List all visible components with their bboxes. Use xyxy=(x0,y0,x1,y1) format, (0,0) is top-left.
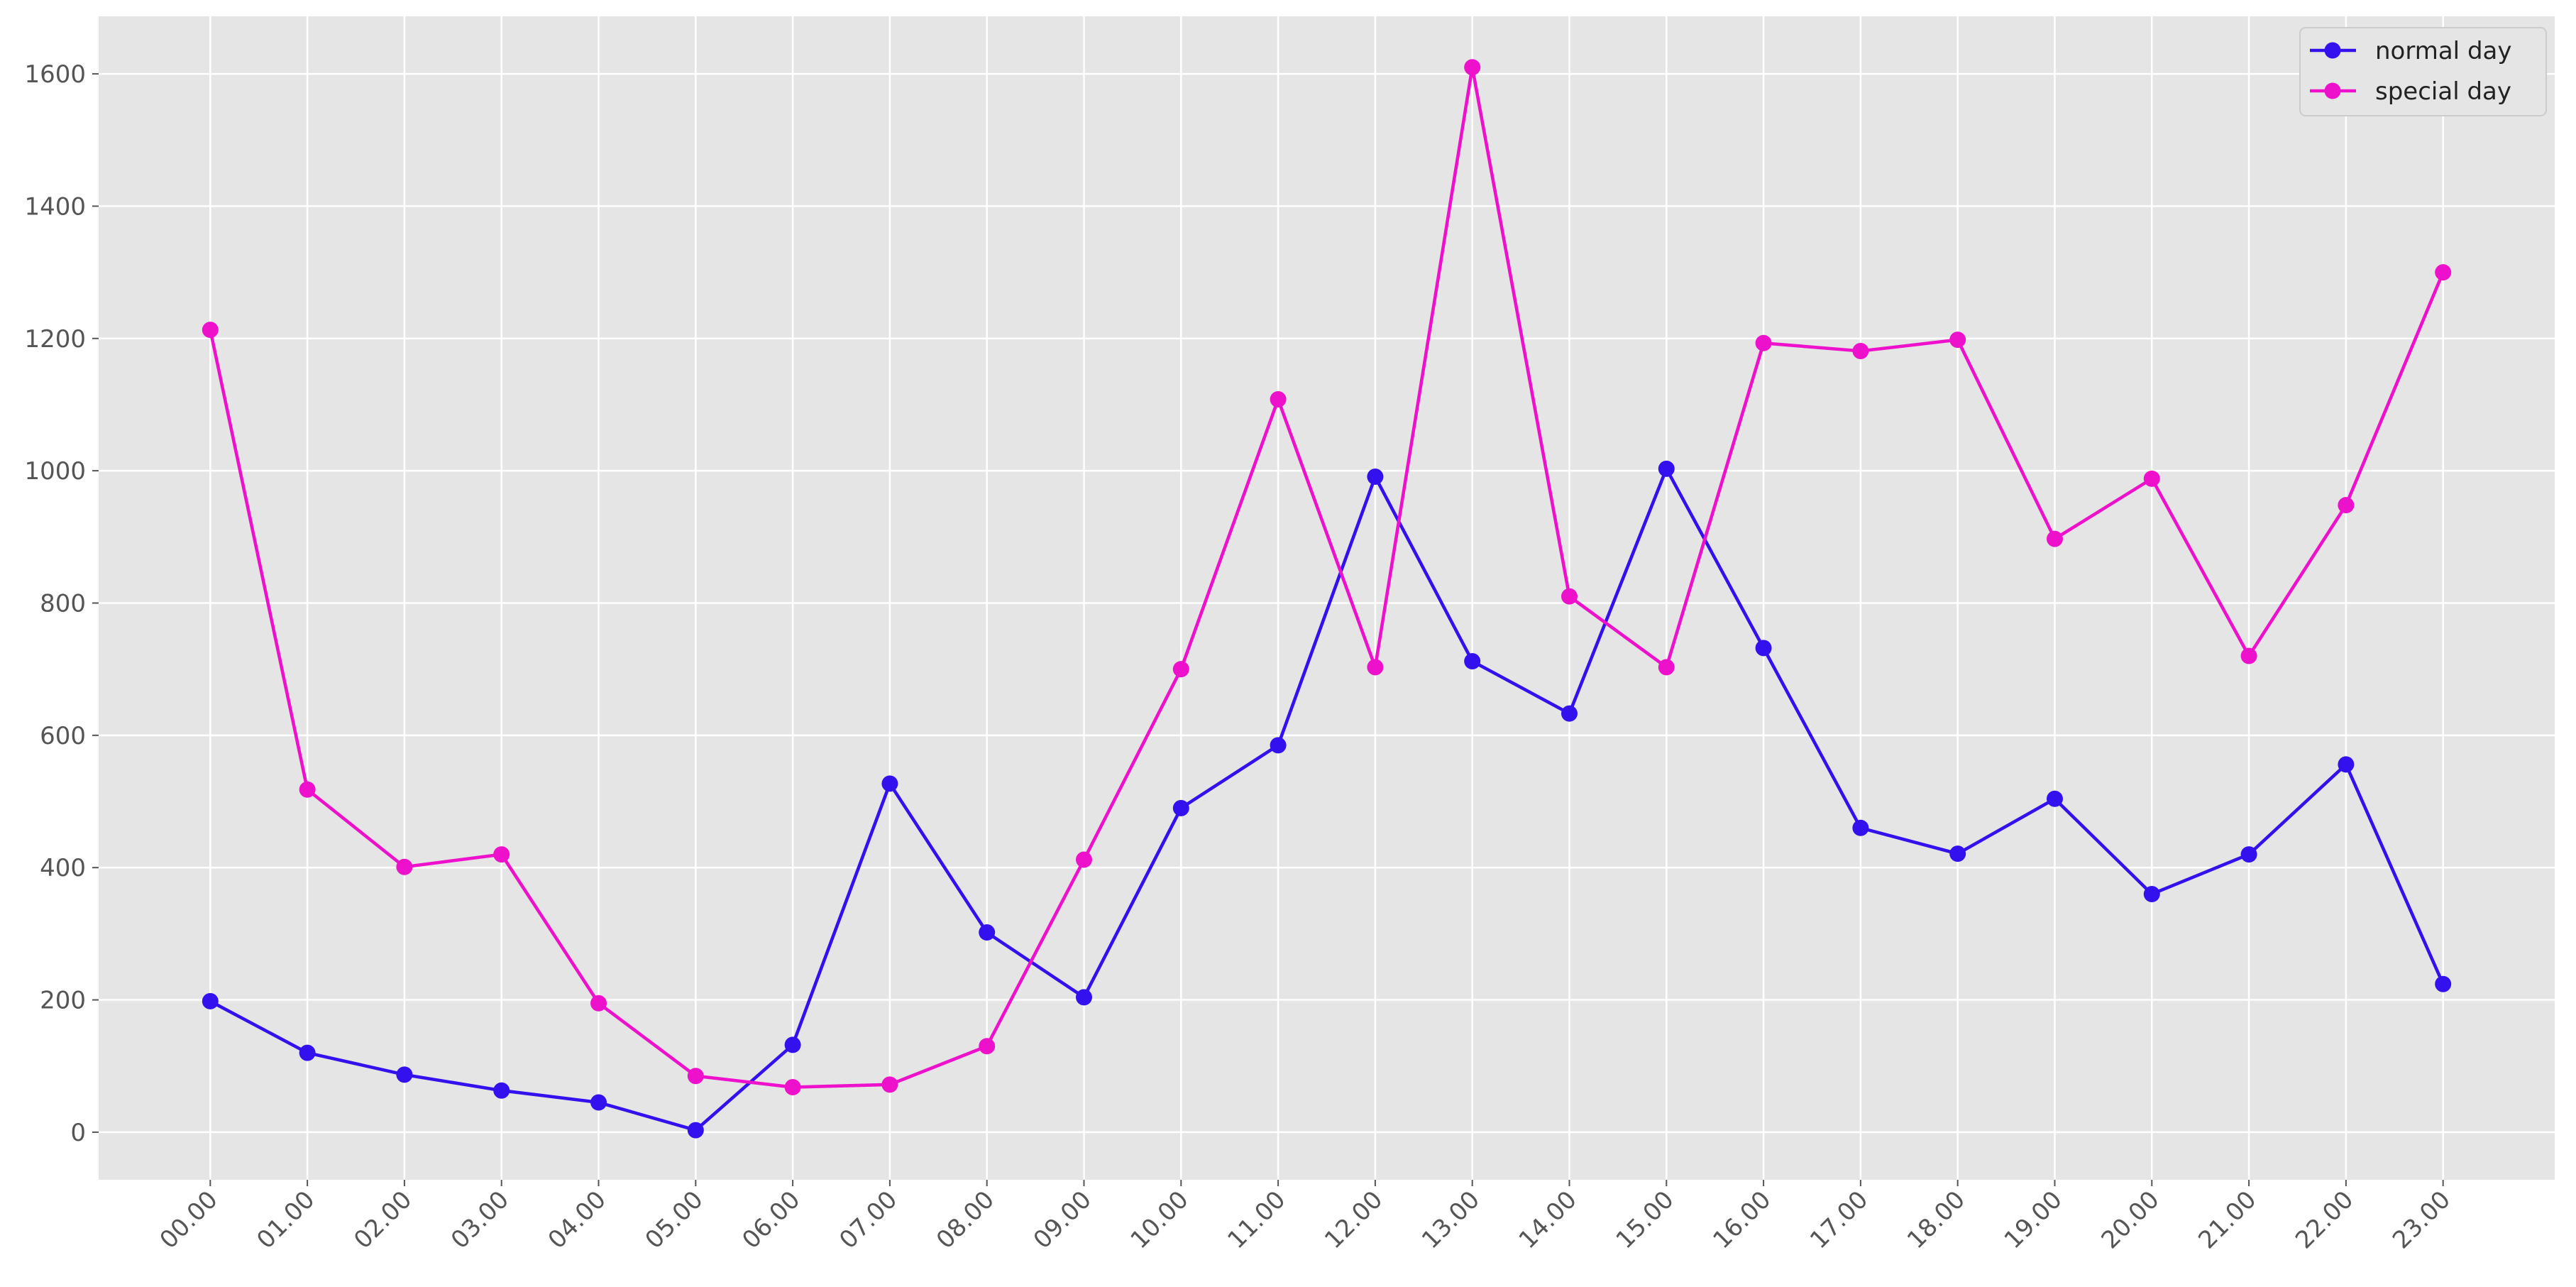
point xyxy=(784,1036,801,1053)
x-tick-label: 09.00 xyxy=(1028,1185,1097,1254)
point xyxy=(493,1082,510,1099)
y-tick-label: 1200 xyxy=(24,325,86,354)
point xyxy=(1076,851,1093,868)
plot-area xyxy=(99,16,2555,1180)
point xyxy=(299,781,316,798)
point xyxy=(2143,470,2160,487)
point xyxy=(2046,530,2063,547)
x-tick-label: 17.00 xyxy=(1805,1185,1873,1254)
legend-marker xyxy=(2324,82,2341,99)
point xyxy=(2435,975,2452,992)
x-tick-label: 22.00 xyxy=(2290,1185,2359,1254)
x-tick-label: 19.00 xyxy=(1999,1185,2068,1254)
x-tick-label: 20.00 xyxy=(2096,1185,2165,1254)
point xyxy=(1949,845,1966,862)
y-tick-label: 600 xyxy=(40,722,86,750)
point xyxy=(1755,334,1772,351)
point xyxy=(1561,588,1578,605)
x-tick-label: 11.00 xyxy=(1222,1185,1291,1254)
x-tick-label: 05.00 xyxy=(640,1185,709,1254)
x-tick-label: 02.00 xyxy=(348,1185,417,1254)
point xyxy=(784,1079,801,1096)
point xyxy=(2240,647,2257,664)
point xyxy=(493,846,510,863)
y-tick-label: 400 xyxy=(40,854,86,882)
x-tick-label: 03.00 xyxy=(446,1185,514,1254)
x-tick-label: 14.00 xyxy=(1514,1185,1583,1254)
legend-marker xyxy=(2324,42,2341,59)
x-tick-label: 18.00 xyxy=(1902,1185,1971,1254)
x-tick-label: 08.00 xyxy=(931,1185,1000,1254)
y-tick-label: 800 xyxy=(40,589,86,618)
point xyxy=(1270,391,1287,408)
point xyxy=(1852,342,1869,359)
point xyxy=(2435,264,2452,281)
point xyxy=(2338,497,2355,514)
x-tick-label: 07.00 xyxy=(834,1185,903,1254)
point xyxy=(979,1038,996,1055)
point xyxy=(1172,661,1189,678)
point xyxy=(1658,659,1675,676)
point xyxy=(2143,885,2160,902)
x-tick-label: 04.00 xyxy=(543,1185,612,1254)
point xyxy=(1270,737,1287,754)
legend-label: normal day xyxy=(2375,37,2511,65)
point xyxy=(1367,659,1384,676)
point xyxy=(1755,640,1772,657)
point xyxy=(2046,790,2063,807)
point xyxy=(2338,756,2355,773)
y-tick-label: 0 xyxy=(70,1119,86,1147)
x-tick-label: 12.00 xyxy=(1319,1185,1388,1254)
point xyxy=(881,1076,898,1093)
x-tick-label: 00.00 xyxy=(155,1185,224,1254)
point xyxy=(2240,846,2257,863)
point xyxy=(202,322,219,339)
y-tick-label: 1600 xyxy=(24,60,86,89)
point xyxy=(881,775,898,792)
point xyxy=(396,1066,413,1083)
y-tick-label: 200 xyxy=(40,987,86,1015)
point xyxy=(687,1122,704,1139)
x-tick-label: 01.00 xyxy=(251,1185,320,1254)
x-tick-label: 06.00 xyxy=(737,1185,805,1254)
point xyxy=(1852,819,1869,836)
series-line xyxy=(209,67,2445,1089)
x-tick-label: 21.00 xyxy=(2193,1185,2262,1254)
point xyxy=(1464,59,1481,76)
point xyxy=(396,858,413,875)
point xyxy=(1367,469,1384,486)
point xyxy=(590,1094,607,1111)
y-tick-label: 1400 xyxy=(24,192,86,221)
point xyxy=(979,924,996,941)
point xyxy=(202,992,219,1009)
point xyxy=(1076,989,1093,1006)
point xyxy=(1949,332,1966,349)
point xyxy=(299,1044,316,1061)
point xyxy=(687,1068,704,1085)
point xyxy=(1172,799,1189,816)
x-tick-label: 23.00 xyxy=(2387,1185,2456,1254)
legend-label: special day xyxy=(2375,77,2511,106)
x-tick-label: 16.00 xyxy=(1707,1185,1776,1254)
legend-box xyxy=(2299,27,2547,116)
y-tick-label: 1000 xyxy=(24,457,86,486)
point xyxy=(1561,705,1578,722)
x-tick-label: 10.00 xyxy=(1125,1185,1194,1254)
x-tick-label: 15.00 xyxy=(1611,1185,1680,1254)
point xyxy=(1464,652,1481,669)
point xyxy=(1658,460,1675,477)
series-line xyxy=(209,464,2445,1132)
point xyxy=(590,995,607,1012)
x-tick-label: 13.00 xyxy=(1416,1185,1485,1254)
